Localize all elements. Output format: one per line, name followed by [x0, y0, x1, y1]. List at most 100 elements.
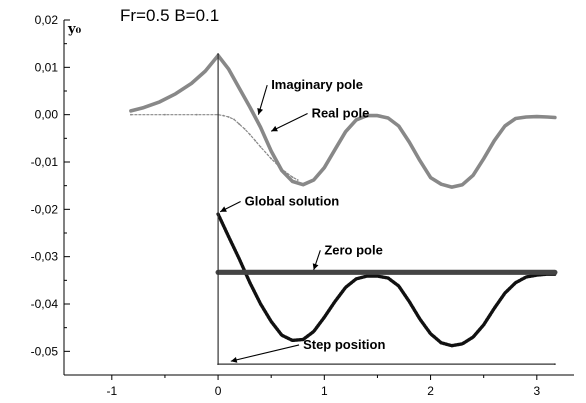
series-real-pole-line — [130, 114, 299, 181]
series-global-solution-point — [280, 334, 283, 337]
y-tick-label: -0,01 — [31, 155, 59, 169]
series-imaginary-pole-point — [204, 70, 207, 73]
y-tick-label: -0,05 — [31, 344, 59, 358]
series-zero-pole-point — [376, 271, 379, 274]
series-global-solution-point — [291, 339, 294, 342]
series-zero-pole-point — [553, 271, 556, 274]
series-real-pole-point — [238, 123, 241, 126]
series-real-pole-point — [270, 157, 273, 160]
x-tick-label: -1 — [106, 384, 117, 398]
series-imaginary-pole-point — [525, 116, 528, 118]
series-imaginary-pole-point — [190, 82, 193, 85]
series-imaginary-pole-point — [302, 183, 304, 186]
series-imaginary-pole-point — [355, 118, 358, 121]
series-imaginary-pole-point — [482, 157, 485, 160]
series-imaginary-pole-point — [514, 117, 517, 120]
series-imaginary-pole-point — [419, 159, 421, 162]
series-imaginary-pole-point — [158, 100, 161, 103]
series-real-pole-point — [130, 113, 132, 116]
y-tick-label: 0,02 — [35, 13, 59, 27]
series-global-solution-point — [493, 307, 496, 310]
series-real-pole-point — [254, 139, 257, 142]
series-real-pole-point — [259, 145, 262, 148]
annotation-arrow-line — [230, 344, 300, 362]
series-global-solution-point — [461, 342, 464, 345]
series-imaginary-pole-point — [493, 139, 496, 142]
series-global-solution-line — [216, 212, 557, 348]
y-tick-label: 0,00 — [35, 108, 59, 122]
chart-title: Fr=0.5 B=0.1 — [120, 6, 219, 25]
series-imaginary-pole-point — [376, 114, 379, 117]
series-global-solution-point — [482, 323, 485, 326]
series-global-solution-point — [259, 303, 262, 305]
series-global-solution-point — [429, 332, 432, 335]
annotation-arrowhead — [312, 263, 319, 270]
series-real-pole-point — [233, 118, 235, 121]
series-imaginary-pole-point — [270, 150, 273, 153]
series-global-solution-point — [365, 275, 368, 277]
series-global-solution-point — [450, 344, 453, 347]
annotation-arrowhead — [257, 108, 264, 115]
annotation-global-solution: Global solution — [245, 194, 340, 209]
series-zero-pole-point — [270, 271, 273, 274]
series-imaginary-pole-point — [130, 109, 132, 112]
axes — [63, 20, 574, 376]
series-real-pole-point — [243, 127, 246, 130]
series-zero-pole-point — [403, 271, 405, 274]
series-imaginary-pole-point — [227, 68, 230, 71]
series-zero-pole-point — [349, 271, 352, 274]
series-global-solution-point — [419, 318, 421, 321]
annotation-arrowhead — [220, 206, 227, 212]
series-global-solution-point — [302, 338, 304, 341]
series-zero-pole-point — [509, 271, 512, 274]
series-imaginary-pole-line — [129, 53, 557, 189]
series-global-solution-point — [323, 316, 326, 319]
series-zero-pole-point — [482, 271, 485, 274]
series-imaginary-pole-point — [504, 125, 506, 127]
series-imaginary-pole-point — [259, 126, 262, 129]
x-tick-label: 0 — [215, 384, 222, 398]
series-global-solution-point — [355, 278, 358, 280]
series-imaginary-pole-point — [365, 114, 368, 117]
series-imaginary-pole-point — [450, 186, 453, 188]
plot-area — [129, 53, 558, 366]
series-zero-pole-point — [456, 271, 459, 274]
series-imaginary-pole-point — [461, 183, 464, 186]
series-zero-pole-point — [323, 271, 326, 274]
annotation-arrowhead — [230, 356, 238, 363]
series-global-solution-point — [270, 320, 273, 323]
x-tick-label: 2 — [427, 384, 434, 398]
series-imaginary-pole-point — [142, 106, 145, 109]
series-zero-pole-point — [535, 271, 538, 274]
annotation-arrow-line — [270, 113, 308, 132]
annotation-step-position: Step position — [303, 337, 385, 352]
x-ticks: -1 0 1 2 3 — [106, 375, 540, 398]
series-global-solution-point — [397, 285, 400, 287]
series-imaginary-pole-point — [553, 116, 556, 119]
annotation-real-pole: Real pole — [312, 106, 370, 121]
x-tick-label: 1 — [321, 384, 328, 398]
series-real-pole-point — [227, 116, 230, 118]
series-step-position-point — [217, 363, 219, 366]
series-imaginary-pole-point — [429, 176, 432, 179]
annotation-zero-pole: Zero pole — [324, 242, 383, 257]
y-ticks: 0,02 0,01 0,00 -0,01 -0,02 -0,03 -0,04 -0,05 — [31, 13, 70, 358]
series-real-pole-point — [296, 179, 299, 181]
series-global-solution-point — [376, 275, 379, 277]
y-tick-label: 0,01 — [35, 60, 59, 74]
series-global-solution-point — [238, 258, 241, 260]
y-tick-label: -0,02 — [31, 202, 59, 216]
series-global-solution-point — [408, 300, 411, 303]
series-step-position-point — [553, 363, 556, 366]
series-imaginary-pole-point — [387, 117, 389, 119]
annotations: Imaginary pole Real pole Global solution Ze… — [219, 77, 385, 363]
series-real-pole-point — [164, 113, 166, 116]
series-real-pole-point — [291, 176, 294, 179]
series-global-solution-point — [514, 281, 517, 284]
annotation-arrowhead — [271, 125, 278, 132]
series-global-solution-point — [312, 330, 315, 333]
series-imaginary-pole-point — [535, 115, 538, 118]
series-real-pole-point — [195, 113, 198, 116]
series-real-pole-point — [280, 168, 283, 171]
